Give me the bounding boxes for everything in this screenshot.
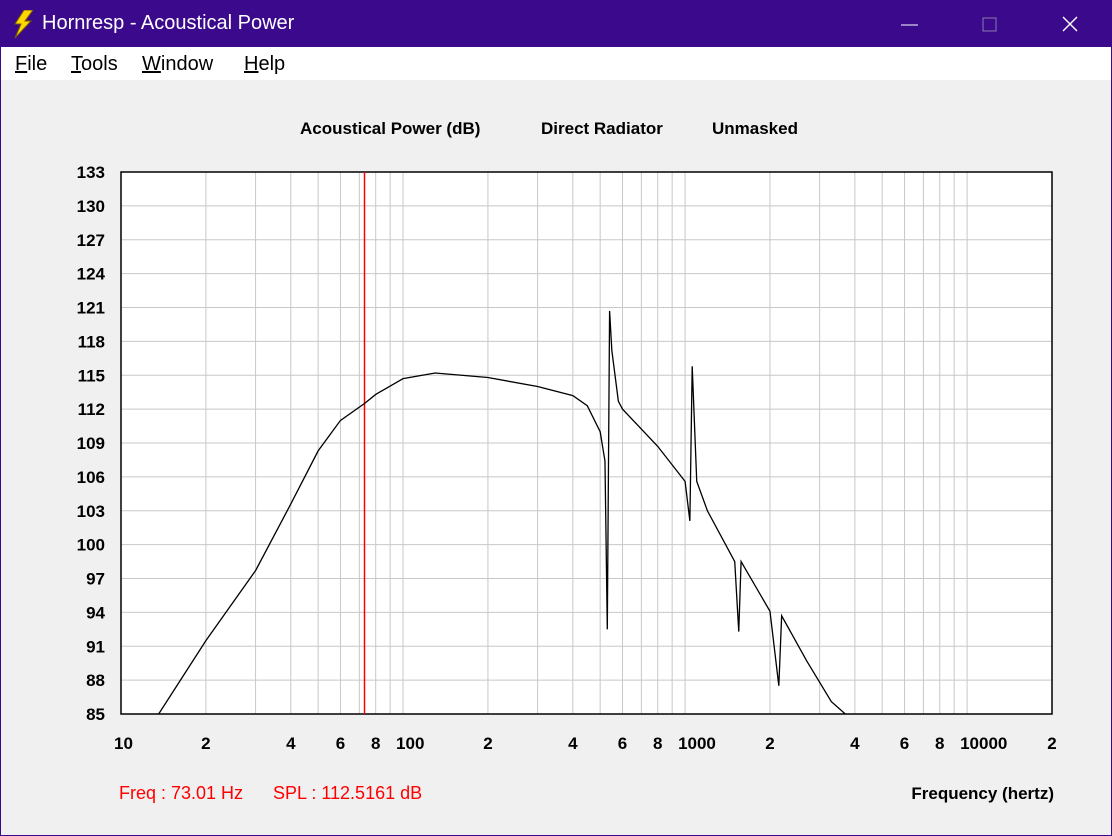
y-tick-label: 91 <box>86 637 105 656</box>
x-tick-label: 4 <box>568 734 578 753</box>
x-tick-label: 1000 <box>678 734 716 753</box>
y-tick-label: 100 <box>77 536 105 555</box>
y-tick-label: 106 <box>77 468 105 487</box>
menu-item[interactable]: File <box>15 53 48 75</box>
x-tick-label: 8 <box>935 734 944 753</box>
app-icon <box>14 10 34 39</box>
x-tick-label: 2 <box>765 734 774 753</box>
x-tick-label: 2 <box>201 734 210 753</box>
window-title: Hornresp - Acoustical Power <box>42 12 295 34</box>
plot-border <box>120 171 1053 715</box>
x-tick-label: 8 <box>371 734 380 753</box>
readout-freq: Freq : 73.01 Hz <box>119 783 243 803</box>
y-tick-label: 124 <box>77 265 106 284</box>
chart-mode: Direct Radiator <box>541 119 663 138</box>
y-tick-label: 118 <box>78 332 105 351</box>
x-tick-label: 2 <box>1047 734 1056 753</box>
x-axis-label: Frequency (hertz) <box>911 784 1054 803</box>
title-bar: Hornresp - Acoustical Power <box>1 1 1111 47</box>
maximize[interactable] <box>982 17 997 32</box>
readout-spl: SPL : 112.5161 dB <box>273 783 422 803</box>
y-tick-label: 97 <box>86 570 105 589</box>
y-tick-label: 112 <box>78 400 105 419</box>
menu-item[interactable]: Help <box>244 53 286 75</box>
x-tick-label: 4 <box>286 734 296 753</box>
y-tick-label: 130 <box>77 197 105 216</box>
x-tick-label: 10 <box>114 734 133 753</box>
y-tick-label: 85 <box>86 705 105 724</box>
y-tick-label: 103 <box>77 502 105 521</box>
y-tick-label: 115 <box>78 366 105 385</box>
y-tick-label: 121 <box>77 299 105 318</box>
y-tick-label: 133 <box>77 163 105 182</box>
y-tick-label: 109 <box>77 434 105 453</box>
menu-item[interactable]: Window <box>142 53 214 75</box>
chart-mask: Unmasked <box>712 119 798 138</box>
x-tick-label: 100 <box>396 734 424 753</box>
menu-bar: File Tools Window Help <box>1 47 1111 80</box>
x-tick-label: 6 <box>336 734 345 753</box>
x-tick-label: 2 <box>483 734 492 753</box>
x-tick-label: 6 <box>618 734 627 753</box>
x-tick-label: 8 <box>653 734 662 753</box>
plot-area <box>121 172 1052 714</box>
x-tick-label: 6 <box>900 734 909 753</box>
y-tick-label: 127 <box>77 231 105 250</box>
data-line <box>158 310 846 715</box>
y-tick-label: 88 <box>86 671 105 690</box>
close[interactable] <box>1062 16 1078 32</box>
chart-title: Acoustical Power (dB) <box>300 119 480 138</box>
x-tick-label: 10000 <box>960 734 1007 753</box>
menu-item[interactable]: Tools <box>71 53 118 75</box>
x-tick-label: 4 <box>850 734 860 753</box>
y-tick-label: 94 <box>86 603 105 622</box>
window-controls <box>901 16 1078 32</box>
